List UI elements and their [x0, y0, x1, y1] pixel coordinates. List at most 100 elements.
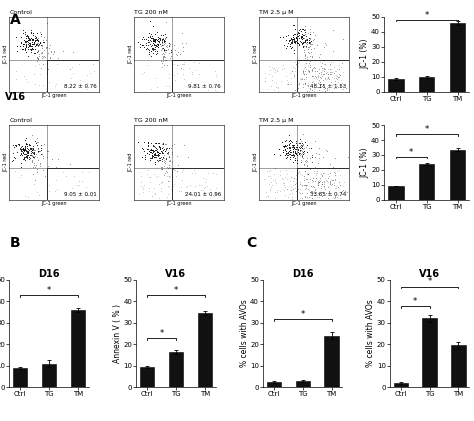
Bar [42, 364, 56, 387]
Point [319, 60, 326, 67]
Point [151, 30, 159, 37]
Point [285, 147, 292, 154]
Point [158, 166, 166, 173]
Point [309, 184, 316, 191]
Point [155, 40, 162, 47]
Point [266, 167, 274, 174]
Point [24, 148, 32, 155]
Text: TM 2.5 μ M: TM 2.5 μ M [259, 10, 294, 15]
Point [17, 34, 25, 40]
Point [66, 66, 73, 73]
Point [303, 171, 311, 177]
Point [288, 152, 295, 158]
Point [287, 44, 294, 51]
Point [167, 186, 174, 192]
Point [29, 154, 36, 160]
Point [36, 71, 44, 78]
Point [291, 30, 298, 37]
Point [163, 43, 171, 50]
Point [20, 151, 27, 157]
Point [32, 63, 39, 69]
Point [301, 46, 308, 53]
Point [30, 147, 37, 154]
Point [294, 63, 302, 69]
Point [310, 188, 318, 195]
Point [308, 144, 315, 151]
Point [304, 67, 311, 73]
Point [310, 75, 318, 81]
Point [297, 34, 305, 40]
Point [306, 40, 313, 47]
Point [24, 31, 31, 38]
Point [187, 79, 194, 85]
Point [173, 51, 180, 58]
Point [312, 75, 320, 81]
Point [29, 131, 36, 138]
Point [306, 88, 313, 94]
Point [142, 36, 150, 43]
Point [29, 146, 36, 153]
Point [320, 44, 328, 51]
Point [299, 67, 307, 74]
Point [30, 151, 38, 157]
Point [320, 178, 328, 185]
Point [296, 140, 303, 147]
Point [296, 147, 303, 153]
Point [27, 27, 35, 34]
Point [18, 40, 25, 47]
Point [305, 39, 313, 46]
Point [312, 189, 319, 196]
Point [305, 35, 313, 41]
Point [23, 141, 30, 148]
Point [284, 81, 292, 88]
Point [273, 67, 281, 74]
Point [160, 45, 168, 52]
Point [308, 37, 315, 44]
Point [154, 157, 161, 163]
Point [292, 176, 300, 182]
Point [303, 149, 311, 156]
Point [315, 155, 323, 162]
Point [9, 158, 16, 165]
Point [43, 88, 50, 95]
Point [40, 47, 47, 54]
Point [28, 39, 36, 45]
Point [306, 64, 314, 70]
Point [32, 34, 39, 40]
Point [158, 166, 165, 173]
Point [293, 179, 301, 185]
Point [150, 154, 158, 160]
Point [37, 32, 45, 39]
Point [330, 69, 338, 76]
Point [304, 80, 312, 86]
Point [160, 157, 168, 164]
Point [295, 188, 303, 195]
Point [292, 59, 299, 65]
Point [302, 175, 310, 182]
Point [136, 41, 144, 48]
Point [317, 75, 325, 81]
Point [261, 69, 269, 76]
Point [295, 41, 302, 48]
Point [268, 181, 275, 188]
Point [163, 42, 170, 48]
Point [29, 150, 37, 157]
Point [32, 139, 40, 146]
Point [22, 44, 30, 51]
Point [32, 37, 39, 44]
Point [24, 37, 31, 43]
Point [29, 36, 37, 43]
Point [295, 29, 303, 36]
Point [160, 56, 167, 63]
Point [32, 162, 40, 169]
Point [316, 199, 323, 206]
Point [21, 45, 28, 51]
Point [165, 184, 173, 190]
Point [321, 88, 329, 95]
Point [337, 77, 345, 84]
Point [309, 183, 317, 189]
Point [315, 179, 323, 185]
Point [310, 183, 318, 190]
Point [21, 151, 28, 157]
Point [291, 149, 299, 156]
